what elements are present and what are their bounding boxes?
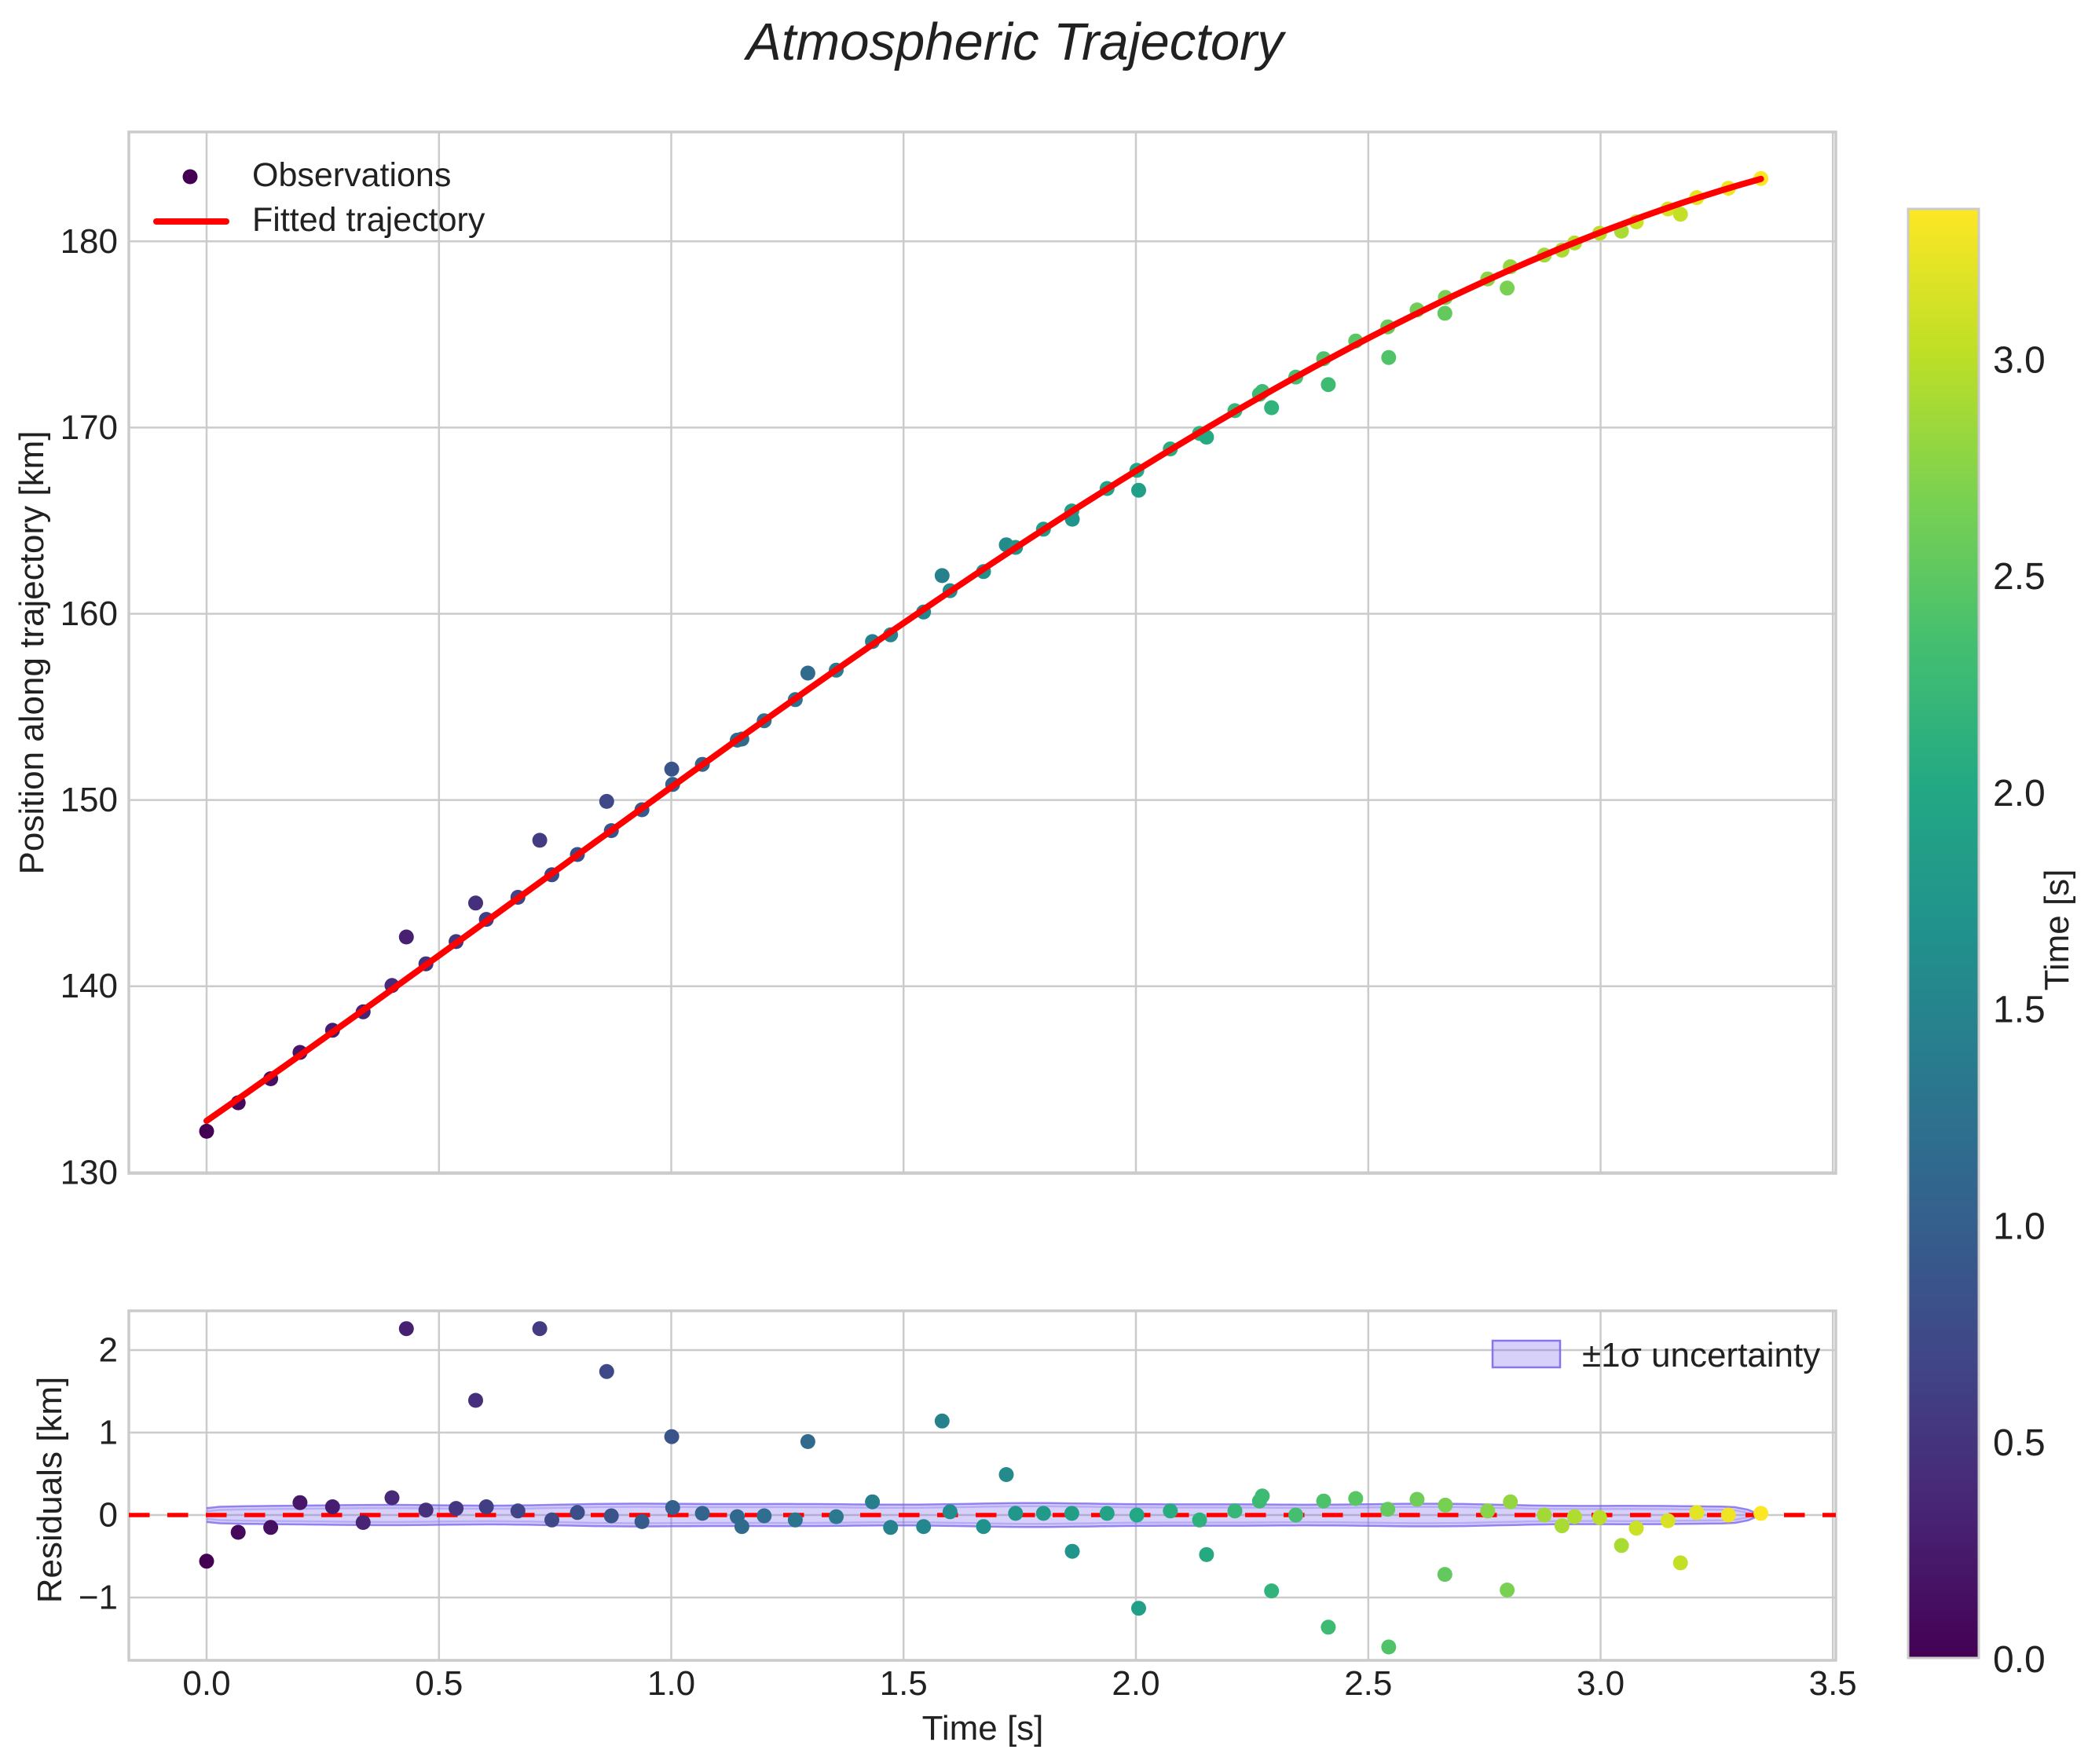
- svg-text:−1: −1: [79, 1579, 118, 1617]
- svg-text:Atmospheric Trajectory: Atmospheric Trajectory: [743, 13, 1286, 71]
- svg-text:Position along trajectory [km]: Position along trajectory [km]: [13, 431, 51, 875]
- svg-text:3.0: 3.0: [1577, 1664, 1625, 1703]
- svg-text:1: 1: [99, 1414, 118, 1452]
- svg-text:Residuals [km]: Residuals [km]: [31, 1377, 69, 1604]
- svg-text:2.5: 2.5: [1993, 556, 2046, 598]
- svg-text:0.0: 0.0: [1993, 1639, 2046, 1681]
- svg-text:0.5: 0.5: [415, 1664, 463, 1703]
- svg-text:2.0: 2.0: [1993, 773, 2046, 814]
- svg-text:130: 130: [60, 1153, 118, 1191]
- svg-text:Observations: Observations: [252, 156, 451, 194]
- svg-text:1.5: 1.5: [1993, 990, 2046, 1031]
- svg-text:1.5: 1.5: [880, 1664, 928, 1703]
- svg-text:Time [s]: Time [s]: [2038, 869, 2076, 991]
- svg-text:3.0: 3.0: [1993, 339, 2046, 381]
- svg-text:160: 160: [60, 595, 118, 633]
- svg-text:2.0: 2.0: [1112, 1664, 1159, 1703]
- svg-text:170: 170: [60, 408, 118, 447]
- svg-text:0.5: 0.5: [1993, 1422, 2046, 1464]
- svg-text:140: 140: [60, 967, 118, 1005]
- svg-text:1.0: 1.0: [647, 1664, 695, 1703]
- svg-text:150: 150: [60, 781, 118, 819]
- svg-text:0: 0: [99, 1496, 118, 1535]
- svg-text:180: 180: [60, 222, 118, 261]
- svg-text:±1σ uncertainty: ±1σ uncertainty: [1582, 1336, 1820, 1374]
- svg-text:2.5: 2.5: [1344, 1664, 1392, 1703]
- svg-text:Time [s]: Time [s]: [922, 1709, 1044, 1748]
- svg-text:0.0: 0.0: [182, 1664, 230, 1703]
- svg-text:Fitted trajectory: Fitted trajectory: [252, 201, 485, 239]
- svg-text:3.5: 3.5: [1809, 1664, 1857, 1703]
- svg-text:2: 2: [99, 1331, 118, 1370]
- svg-text:1.0: 1.0: [1993, 1206, 2046, 1247]
